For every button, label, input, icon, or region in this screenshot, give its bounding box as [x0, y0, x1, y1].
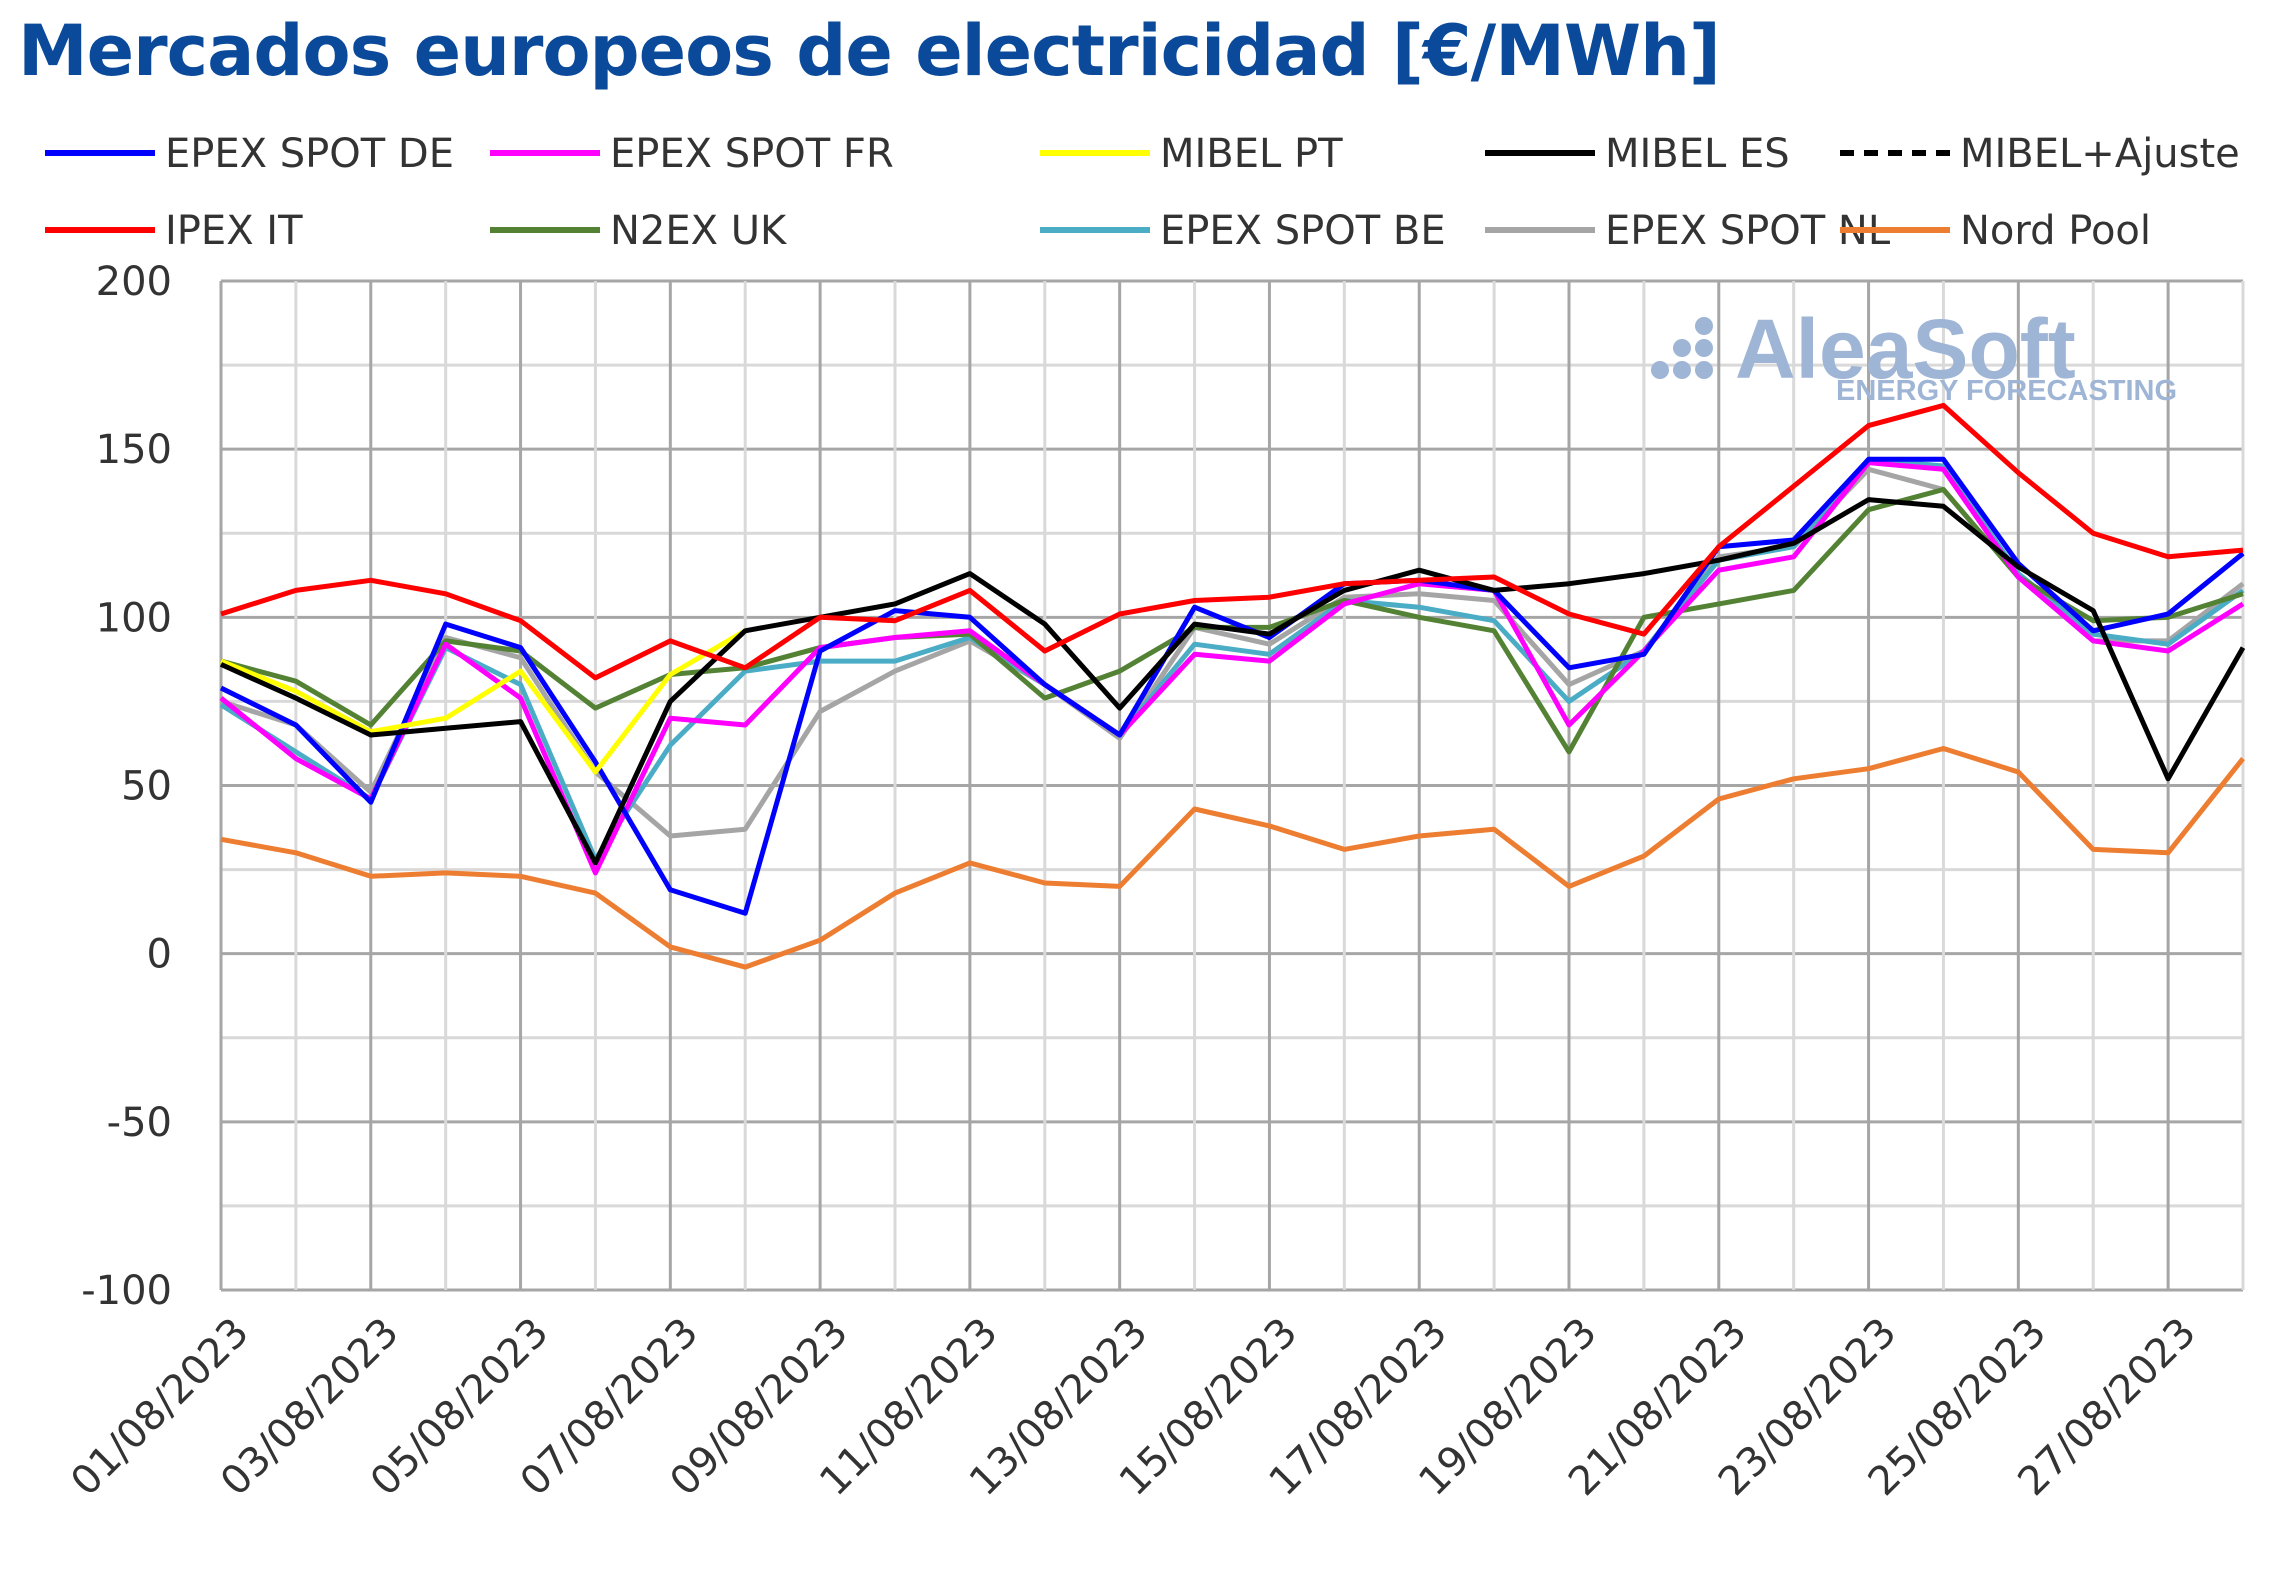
legend-label: MIBEL PT	[1160, 131, 1343, 177]
y-tick-label: -50	[107, 1100, 172, 1146]
logo-dot-icon	[1695, 317, 1713, 335]
legend-item-mibel-es: MIBEL ES	[1485, 131, 1790, 177]
series-line-epex-spot-nl	[220, 466, 2245, 839]
y-tick-label: 150	[96, 427, 172, 473]
legend-label: Nord Pool	[1960, 208, 2151, 254]
legend-item-epex-spot-nl: EPEX SPOT NL	[1485, 208, 1891, 254]
series-line-ipex-it	[220, 402, 2244, 681]
logo-dot-icon	[1651, 361, 1669, 379]
logo-dot-icon	[1673, 361, 1691, 379]
legend-label: MIBEL ES	[1605, 131, 1790, 177]
series-line-nord-pool	[220, 746, 2245, 970]
y-tick-label: 0	[147, 932, 172, 978]
grid	[219, 279, 2245, 1292]
series-line-epex-spot-de	[219, 456, 2245, 916]
series-line-epex-spot-be	[219, 456, 2245, 862]
logo-dot-icon	[1695, 361, 1713, 379]
logo-dot-icon	[1673, 339, 1691, 357]
series-group	[219, 402, 2246, 970]
watermark-sub: ENERGY FORECASTING	[1836, 375, 2177, 407]
legend-label: EPEX SPOT DE	[165, 131, 454, 177]
legend-item-epex-spot-be: EPEX SPOT BE	[1040, 208, 1446, 254]
legend-item-n2ex-uk: N2EX UK	[490, 208, 788, 254]
x-axis: 01/08/202303/08/202305/08/202307/08/2023…	[62, 1309, 2205, 1505]
y-axis: -100 -50 0 50 100 150 200	[81, 259, 172, 1314]
legend-item-epex-spot-fr: EPEX SPOT FR	[490, 131, 894, 177]
legend-item-mibel-pt: MIBEL PT	[1040, 131, 1343, 177]
legend: EPEX SPOT DE EPEX SPOT FR MIBEL PT MIBEL ES…	[45, 131, 2240, 254]
y-tick-label: 50	[121, 764, 172, 810]
chart-title: Mercados europeos de electricidad [€/MWh…	[18, 10, 1721, 92]
logo-dot-icon	[1695, 339, 1713, 357]
legend-label: EPEX SPOT FR	[610, 131, 894, 177]
series-line-mibel-pt	[220, 628, 747, 775]
y-tick-label: -100	[81, 1268, 172, 1314]
legend-item-nord-pool: Nord Pool	[1840, 208, 2151, 254]
y-tick-label: 100	[96, 595, 172, 641]
legend-label: IPEX IT	[165, 208, 303, 254]
legend-label: EPEX SPOT BE	[1160, 208, 1446, 254]
legend-item-epex-spot-de: EPEX SPOT DE	[45, 131, 454, 177]
y-tick-label: 200	[96, 259, 172, 305]
watermark-name: AleaSoft	[1735, 302, 2076, 396]
legend-item-mibel-ajuste: MIBEL+Ajuste	[1840, 131, 2240, 177]
legend-label: MIBEL+Ajuste	[1960, 131, 2240, 177]
series-line-epex-spot-fr	[219, 460, 2245, 876]
legend-item-ipex-it: IPEX IT	[45, 208, 303, 254]
legend-label: N2EX UK	[610, 208, 788, 254]
series-line-mibel-es	[219, 497, 2246, 866]
